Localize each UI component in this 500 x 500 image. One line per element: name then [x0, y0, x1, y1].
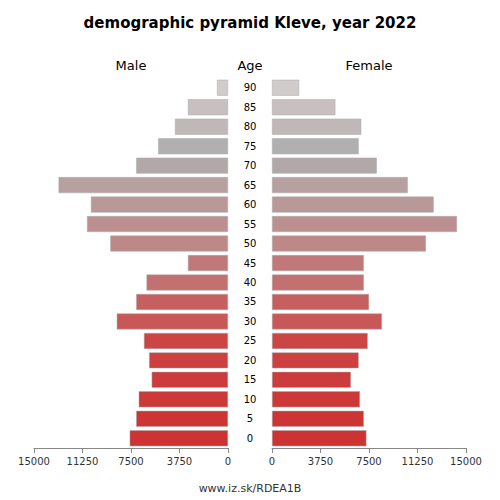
svg-text:demographic pyramid Kleve, yea: demographic pyramid Kleve, year 2022 — [84, 14, 417, 32]
svg-text:70: 70 — [244, 160, 257, 171]
svg-text:7500: 7500 — [118, 456, 143, 467]
svg-text:40: 40 — [244, 277, 257, 288]
svg-text:Female: Female — [345, 58, 392, 73]
svg-text:60: 60 — [244, 199, 257, 210]
svg-text:Age: Age — [237, 58, 262, 73]
svg-text:35: 35 — [244, 296, 257, 307]
svg-text:20: 20 — [244, 355, 257, 366]
svg-text:30: 30 — [244, 316, 257, 327]
svg-text:3750: 3750 — [167, 456, 192, 467]
svg-text:15000: 15000 — [18, 456, 50, 467]
svg-text:25: 25 — [244, 335, 257, 346]
svg-text:80: 80 — [244, 121, 257, 132]
svg-text:50: 50 — [244, 238, 257, 249]
svg-text:15000: 15000 — [450, 456, 482, 467]
svg-text:7500: 7500 — [356, 456, 381, 467]
svg-text:55: 55 — [244, 219, 257, 230]
svg-text:90: 90 — [244, 82, 257, 93]
svg-text:75: 75 — [244, 141, 257, 152]
svg-text:15: 15 — [244, 374, 257, 385]
svg-text:0: 0 — [269, 456, 275, 467]
svg-text:85: 85 — [244, 102, 257, 113]
svg-text:Male: Male — [116, 58, 147, 73]
svg-text:www.iz.sk/RDEA1B: www.iz.sk/RDEA1B — [199, 482, 302, 495]
svg-text:10: 10 — [244, 394, 257, 405]
svg-text:5: 5 — [247, 413, 253, 424]
svg-text:11250: 11250 — [67, 456, 99, 467]
svg-text:11250: 11250 — [402, 456, 434, 467]
svg-text:3750: 3750 — [308, 456, 333, 467]
svg-text:45: 45 — [244, 258, 257, 269]
svg-text:0: 0 — [225, 456, 231, 467]
svg-text:0: 0 — [247, 433, 253, 444]
svg-text:65: 65 — [244, 180, 257, 191]
